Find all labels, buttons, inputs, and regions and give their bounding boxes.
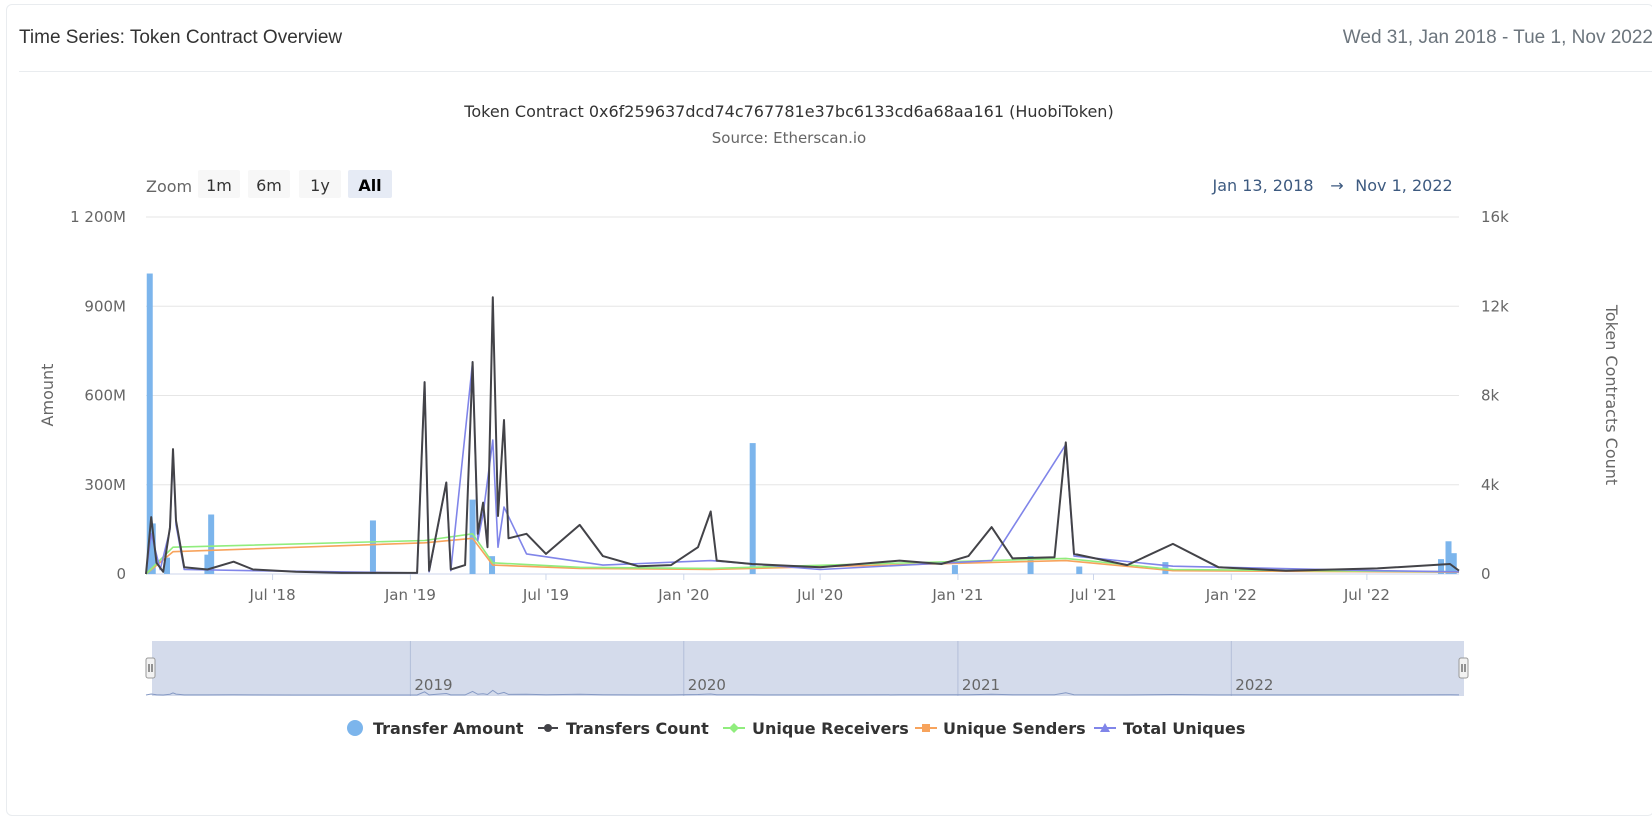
legend-label-unique-receivers: Unique Receivers: [752, 719, 909, 738]
range-to-input[interactable]: Nov 1, 2022: [1355, 176, 1452, 195]
card-header: Time Series: Token Contract Overview Wed…: [7, 5, 1652, 72]
x-tick-label: Jan '21: [931, 586, 983, 604]
grid-lines: [146, 216, 1459, 575]
zoom-button-1m-label: 1m: [206, 176, 232, 195]
transfer-amount-bar: [951, 565, 958, 574]
chart-title: Token Contract 0x6f259637dcd74c767781e37…: [463, 102, 1113, 121]
transfer-amount-bar: [208, 514, 215, 574]
y-right-tick-label: 16k: [1481, 208, 1509, 226]
zoom-label: Zoom: [146, 177, 192, 196]
y-left-tick-label: 900M: [84, 297, 126, 315]
legend-label-unique-senders: Unique Senders: [943, 719, 1086, 738]
legend-marker-diamond: [729, 723, 739, 733]
x-axis-ticks: Jul '18 Jan '19 Jul '19 Jan '20 Jul '20 Jan '…: [249, 574, 1390, 604]
legend-item-transfer-amount[interactable]: Transfer Amount: [347, 719, 524, 738]
zoom-button-6m-label: 6m: [256, 176, 282, 195]
legend-marker-square: [922, 724, 930, 732]
legend: Transfer Amount Transfers Count Unique R…: [347, 719, 1245, 738]
card-title: Time Series: Token Contract Overview: [19, 27, 343, 48]
range-arrow: →: [1330, 176, 1343, 195]
x-tick-label: Jul '22: [1343, 586, 1390, 604]
transfer-amount-bar: [369, 520, 376, 574]
y-left-tick-label: 0: [116, 565, 126, 583]
y-left-axis-title: Amount: [38, 364, 57, 427]
x-tick-label: Jul '18: [249, 586, 296, 604]
navigator-year-label: 2022: [1235, 676, 1273, 694]
navigator-years: 2019 2020 2021 2022: [409, 641, 1273, 696]
zoom-button-6m[interactable]: 6m: [248, 170, 290, 198]
y-right-tick-label: 4k: [1481, 476, 1500, 494]
y-right-axis-title: Token Contracts Count: [1602, 304, 1621, 485]
x-tick-label: Jan '22: [1205, 586, 1257, 604]
transfer-amount-bar: [469, 499, 476, 574]
y-left-tick-label: 300M: [84, 476, 126, 494]
y-right-tick-label: 8k: [1481, 387, 1500, 405]
transfer-amount-bar: [163, 557, 170, 574]
transfers-count-line: [145, 296, 1460, 575]
x-tick-label: Jul '20: [796, 586, 843, 604]
legend-item-unique-senders[interactable]: Unique Senders: [915, 719, 1086, 738]
zoom-button-all-label: All: [358, 176, 381, 195]
y-left-tick-label: 1 200M: [70, 208, 126, 226]
y-right-tick-label: 12k: [1481, 297, 1509, 315]
legend-label-transfer-amount: Transfer Amount: [373, 719, 524, 738]
transfer-amount-bar: [1438, 559, 1445, 574]
zoom-button-1m[interactable]: 1m: [198, 170, 240, 198]
legend-item-unique-receivers[interactable]: Unique Receivers: [723, 719, 909, 738]
header-divider: [19, 71, 1652, 72]
navigator[interactable]: 2019 2020 2021 2022: [145, 641, 1469, 696]
navigator-year-label: 2020: [688, 676, 726, 694]
legend-marker-triangle: [1100, 723, 1110, 732]
transfer-amount-bar: [1450, 553, 1457, 574]
x-tick-label: Jul '21: [1069, 586, 1116, 604]
transfer-amount-bar: [1445, 541, 1452, 574]
legend-item-transfers-count[interactable]: Transfers Count: [538, 719, 709, 738]
navigator-series-line: [145, 689, 1460, 696]
transfer-amount-bar: [146, 273, 153, 574]
x-tick-label: Jan '19: [384, 586, 436, 604]
x-tick-label: Jan '20: [657, 586, 709, 604]
legend-item-total-uniques[interactable]: Total Uniques: [1094, 719, 1245, 738]
transfer-amount-bar: [1027, 556, 1034, 574]
transfer-amount-bar: [749, 443, 756, 574]
chart-subtitle: Source: Etherscan.io: [712, 129, 866, 147]
y-left-tick-label: 600M: [84, 387, 126, 405]
navigator-selection[interactable]: [152, 641, 1464, 696]
legend-label-total-uniques: Total Uniques: [1123, 719, 1245, 738]
navigator-handle-right[interactable]: [1458, 657, 1469, 679]
zoom-button-all[interactable]: All: [348, 170, 392, 198]
navigator-year-label: 2021: [962, 676, 1000, 694]
series-lines: [145, 296, 1460, 575]
unique-senders-line: [145, 537, 1460, 575]
y-axis-ticks: 0 0 300M 4k 600M 8k 900M 12k 1 200M 16k: [70, 208, 1509, 583]
legend-marker-dot: [544, 724, 552, 732]
legend-label-transfers-count: Transfers Count: [566, 719, 709, 738]
transfer-amount-bar: [1076, 566, 1083, 574]
x-tick-label: Jul '19: [522, 586, 569, 604]
transfer-amount-bar: [149, 523, 156, 574]
legend-marker-circle: [347, 720, 363, 736]
zoom-button-1y[interactable]: 1y: [299, 170, 341, 198]
navigator-handle-left[interactable]: [145, 657, 156, 679]
y-right-tick-label: 0: [1481, 565, 1491, 583]
transfer-amount-bar: [204, 554, 211, 574]
date-range: Wed 31, Jan 2018 - Tue 1, Nov 2022: [1342, 27, 1652, 48]
range-from-input[interactable]: Jan 13, 2018: [1212, 176, 1314, 195]
zoom-button-1y-label: 1y: [310, 176, 330, 195]
navigator-year-label: 2019: [414, 676, 452, 694]
transfer-amount-bars: [146, 273, 1457, 574]
